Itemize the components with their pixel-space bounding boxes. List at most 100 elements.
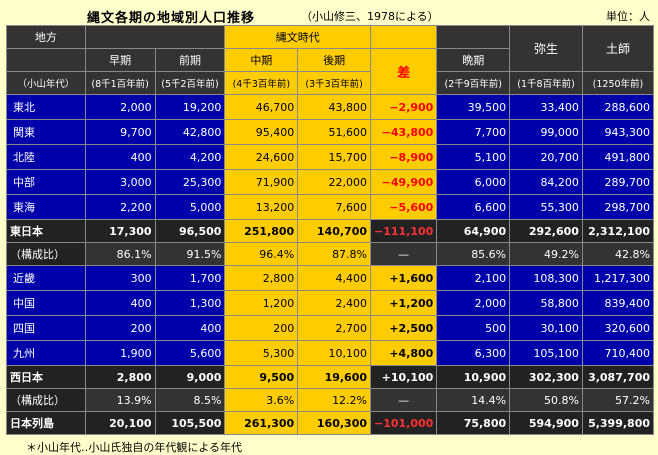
value-cell: 2,700 (297, 315, 372, 341)
value-cell: 14.4% (436, 388, 511, 412)
value-cell: 12.2% (297, 388, 372, 412)
diff-cell: — (370, 242, 438, 266)
diff-cell: — (370, 388, 438, 412)
value-cell: 491,800 (581, 144, 655, 170)
value-cell: 292,600 (509, 219, 583, 243)
value-cell: 58,800 (509, 290, 583, 316)
value-cell: 2,000 (436, 290, 511, 316)
header-middle-sub: (4千3百年前) (224, 71, 299, 95)
header-haji: 土師 (581, 25, 655, 72)
diff-cell: −43,800 (370, 119, 438, 145)
value-cell: 4,400 (297, 265, 372, 291)
value-cell: 710,400 (581, 340, 655, 366)
value-cell: 288,600 (581, 94, 655, 120)
header-late-sub: (3千3百年前) (297, 71, 372, 95)
value-cell: 85.6% (436, 242, 511, 266)
table-row: 九州 1,900 5,600 5,300 10,100 +4,800 6,300 105,10… (6, 340, 655, 366)
value-cell: 10,900 (436, 365, 511, 389)
header-diff: 差 (370, 48, 438, 95)
value-cell: 46,700 (224, 94, 299, 120)
value-cell: 2,800 (84, 365, 156, 389)
value-cell: 42.8% (581, 242, 655, 266)
table-row: 東北 2,000 19,200 46,700 43,800 −2,900 39,500 33,… (6, 94, 655, 120)
header-former-sub: (5千2百年前) (154, 71, 226, 95)
value-cell: 96,500 (154, 219, 226, 243)
table-row: 近畿 300 1,700 2,800 4,400 +1,600 2,100 108,300 1,… (6, 265, 655, 291)
value-cell: 6,600 (436, 194, 511, 220)
diff-cell: +10,100 (370, 365, 438, 389)
header-region: 地方 (6, 25, 86, 49)
diff-cell: +2,500 (370, 315, 438, 341)
value-cell: 9,000 (154, 365, 226, 389)
diff-cell: −101,000 (370, 411, 438, 435)
value-cell: 261,300 (224, 411, 299, 435)
row-label: 西日本 (6, 365, 86, 389)
value-cell: 6,000 (436, 169, 511, 195)
value-cell: 1,700 (154, 265, 226, 291)
diff-cell: −8,900 (370, 144, 438, 170)
value-cell: 2,400 (297, 290, 372, 316)
diff-cell: −49,900 (370, 169, 438, 195)
value-cell: 1,200 (224, 290, 299, 316)
table-row: 中国 400 1,300 1,200 2,400 +1,200 2,000 58,800 839… (6, 290, 655, 316)
value-cell: 108,300 (509, 265, 583, 291)
table-row: 西日本 2,800 9,000 9,500 19,600 +10,100 10,900 302… (6, 365, 655, 389)
value-cell: 3,000 (84, 169, 156, 195)
value-cell: 300 (84, 265, 156, 291)
value-cell: 5,000 (154, 194, 226, 220)
value-cell: 400 (84, 290, 156, 316)
value-cell: 5,600 (154, 340, 226, 366)
value-cell: 71,900 (224, 169, 299, 195)
value-cell: 99,000 (509, 119, 583, 145)
value-cell: 4,200 (154, 144, 226, 170)
page-title: 縄文各期の地域別人口推移 (87, 11, 256, 26)
table-row: 北陸 400 4,200 24,600 15,700 −8,900 5,100 20,700 4… (6, 144, 655, 170)
value-cell: 10,100 (297, 340, 372, 366)
value-cell: 200 (224, 315, 299, 341)
value-cell: 55,300 (509, 194, 583, 220)
value-cell: 86.1% (84, 242, 156, 266)
value-cell: 57.2% (581, 388, 655, 412)
row-label: 東日本 (6, 219, 86, 243)
value-cell: 20,700 (509, 144, 583, 170)
value-cell: 320,600 (581, 315, 655, 341)
diff-cell: +1,600 (370, 265, 438, 291)
table-row: 関東 9,700 42,800 95,400 51,600 −43,800 7,700 99,… (6, 119, 655, 145)
table-row: 日本列島 20,100 105,500 261,300 160,300 −101,000 7… (6, 411, 655, 435)
value-cell: 20,100 (84, 411, 156, 435)
diff-cell: +4,800 (370, 340, 438, 366)
header-jomon: 縄文時代 (224, 25, 372, 49)
value-cell: 19,200 (154, 94, 226, 120)
row-label: （構成比） (6, 388, 86, 412)
row-label: 東北 (6, 94, 86, 120)
row-label: 東海 (6, 194, 86, 220)
diff-cell: −5,600 (370, 194, 438, 220)
value-cell: 9,700 (84, 119, 156, 145)
value-cell: 2,200 (84, 194, 156, 220)
value-cell: 49.2% (509, 242, 583, 266)
value-cell: 594,900 (509, 411, 583, 435)
header-early-sub: (8千1百年前) (84, 71, 156, 95)
value-cell: 3,087,700 (581, 365, 655, 389)
header-row-1: 地方 縄文時代 弥生 土師 (6, 25, 655, 72)
row-label: 九州 (6, 340, 86, 366)
value-cell: 8.5% (154, 388, 226, 412)
diff-cell: −2,900 (370, 94, 438, 120)
table-row: 中部 3,000 25,300 71,900 22,000 −49,900 6,000 84,… (6, 169, 655, 195)
row-label: 近畿 (6, 265, 86, 291)
value-cell: 9,500 (224, 365, 299, 389)
table-row: 東日本 17,300 96,500 251,800 140,700 −111,100 64,… (6, 219, 655, 243)
value-cell: 6,300 (436, 340, 511, 366)
header-final-sub: (2千9百年前) (436, 71, 511, 95)
population-table: 地方 縄文時代 弥生 土師 早期 前期 中期 後期 差 晩期 （小山年代） (8… (6, 25, 655, 435)
header-former: 前期 (154, 48, 226, 72)
value-cell: 42,800 (154, 119, 226, 145)
value-cell: 13.9% (84, 388, 156, 412)
header-late: 後期 (297, 48, 372, 72)
table-row: 四国 200 400 200 2,700 +2,500 500 30,100 320,600 (6, 315, 655, 341)
row-label: 中部 (6, 169, 86, 195)
header-haji-sub: (1250年前) (581, 71, 655, 95)
footnote: ＊小山年代‥小山氏独自の年代観による年代 (26, 441, 243, 454)
value-cell: 251,800 (224, 219, 299, 243)
value-cell: 839,400 (581, 290, 655, 316)
